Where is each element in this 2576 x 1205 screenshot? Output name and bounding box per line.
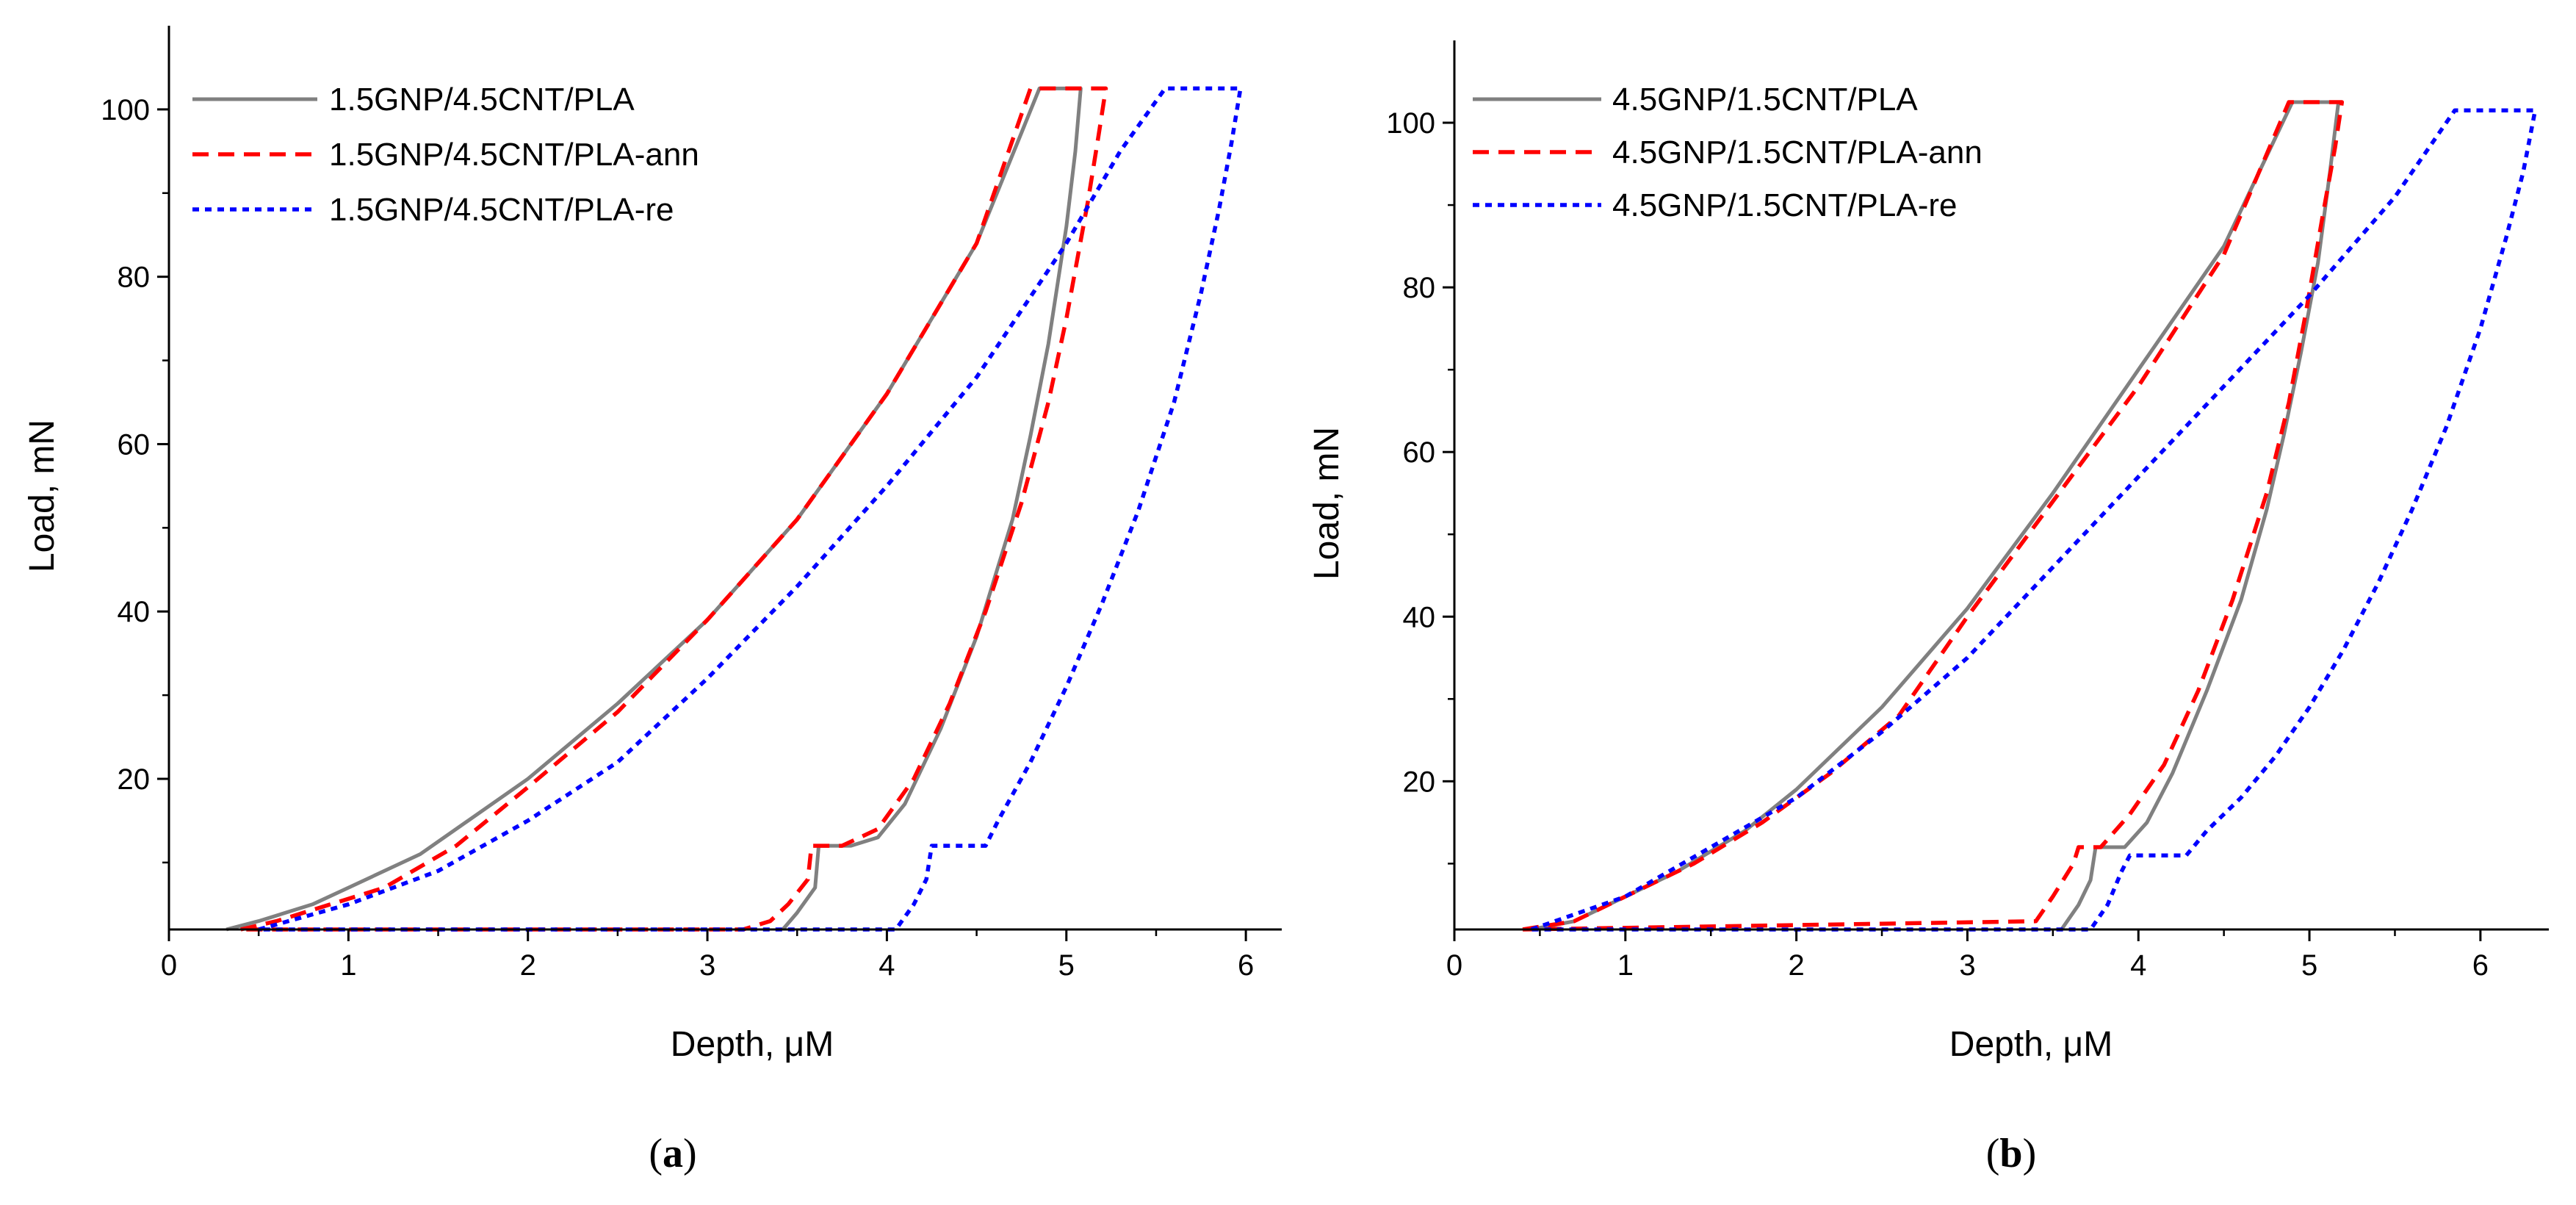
chart-panel-b: 0 1 2 3 4 5 6 20 40 60 80 100 4.5GNP/1.5CNT/PLA 4.5GN… — [1307, 40, 2549, 1176]
y-tick-label-a-60: 60 — [118, 428, 151, 461]
y-axis-title-b: Load, mN — [1307, 427, 1346, 580]
series-line-b-2 — [1522, 100, 2345, 932]
y-tick-label-b-80: 80 — [1403, 272, 1436, 304]
panel-caption-a: (a) — [649, 1131, 696, 1176]
caption-letter-b: b — [1999, 1131, 2022, 1176]
caption-close-paren-b: ) — [2023, 1131, 2037, 1176]
x-axis-title-a: Depth, μM — [671, 1025, 834, 1064]
x-tick-label-a-5: 5 — [1058, 949, 1075, 982]
x-tick-label-b-6: 6 — [2472, 949, 2489, 982]
chart-panel-a: 0 1 2 3 4 5 6 20 40 60 80 100 1.5GNP/4.5CNT/PLA 1.5GN… — [23, 26, 1282, 1176]
x-tick-label-b-4: 4 — [2130, 949, 2146, 982]
panel-caption-b: (b) — [1986, 1131, 2036, 1176]
y-tick-label-a-40: 40 — [118, 596, 151, 628]
series-line-a-1 — [226, 86, 1083, 932]
caption-open-paren-b: ( — [1986, 1131, 2000, 1176]
series-line-b-3 — [1530, 108, 2538, 932]
x-axis-title-b: Depth, μM — [1949, 1025, 2113, 1064]
caption-open-paren-a: ( — [649, 1131, 663, 1176]
y-tick-label-b-40: 40 — [1403, 601, 1436, 633]
x-tick-label-a-0: 0 — [161, 949, 177, 982]
y-tick-label-a-80: 80 — [118, 262, 151, 294]
y-tick-label-b-100: 100 — [1386, 107, 1435, 140]
y-axis-title-a: Load, mN — [23, 420, 62, 572]
x-tick-label-a-2: 2 — [520, 949, 536, 982]
series-line-a-2 — [240, 86, 1108, 932]
y-tick-label-b-20: 20 — [1403, 766, 1436, 798]
x-tick-label-a-3: 3 — [699, 949, 715, 982]
legend-label-b-3: 4.5GNP/1.5CNT/PLA-re — [1612, 187, 1958, 223]
x-tick-label-b-1: 1 — [1617, 949, 1634, 982]
legend-label-a-3: 1.5GNP/4.5CNT/PLA-re — [329, 192, 674, 228]
x-tick-label-a-1: 1 — [340, 949, 356, 982]
plot-area-a: 0 1 2 3 4 5 6 20 40 60 80 100 1.5GNP/4.5CNT/PLA 1.5GN… — [101, 26, 1282, 982]
y-tick-label-b-60: 60 — [1403, 436, 1436, 469]
legend-label-a-1: 1.5GNP/4.5CNT/PLA — [329, 82, 635, 118]
y-tick-label-a-20: 20 — [118, 763, 151, 796]
caption-close-paren-a: ) — [683, 1131, 697, 1176]
x-tick-label-b-0: 0 — [1446, 949, 1462, 982]
series-line-a-3 — [258, 86, 1243, 932]
x-tick-label-a-6: 6 — [1238, 949, 1254, 982]
x-tick-label-b-3: 3 — [1959, 949, 1975, 982]
y-tick-label-a-100: 100 — [101, 94, 150, 126]
legend-label-a-2: 1.5GNP/4.5CNT/PLA-ann — [329, 137, 699, 173]
legend-label-b-1: 4.5GNP/1.5CNT/PLA — [1612, 82, 1918, 118]
x-tick-label-b-2: 2 — [1789, 949, 1805, 982]
legend-label-b-2: 4.5GNP/1.5CNT/PLA-ann — [1612, 134, 1982, 170]
x-tick-label-b-5: 5 — [2301, 949, 2317, 982]
caption-letter-a: a — [663, 1131, 683, 1176]
plot-area-b: 0 1 2 3 4 5 6 20 40 60 80 100 4.5GNP/1.5CNT/PLA 4.5GN… — [1386, 40, 2549, 982]
x-tick-label-a-4: 4 — [878, 949, 895, 982]
